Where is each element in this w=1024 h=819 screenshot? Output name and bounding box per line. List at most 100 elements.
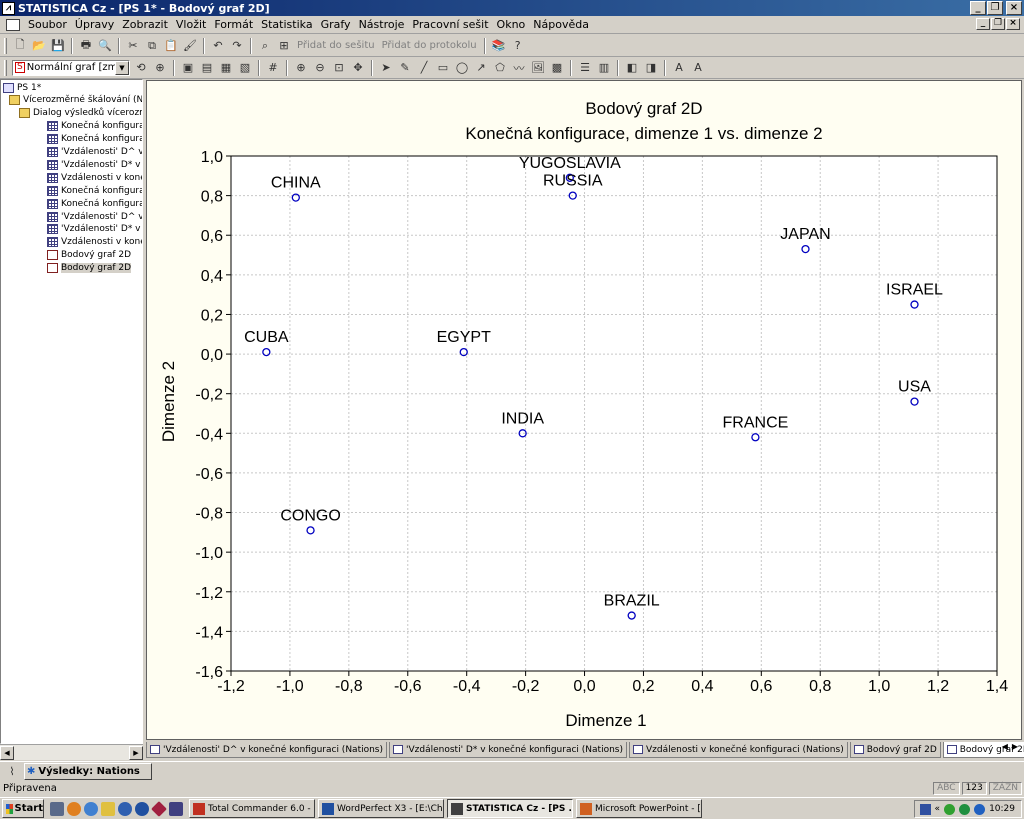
tab-4[interactable]: Bodový graf 2D: [942, 742, 1024, 758]
task-button[interactable]: Microsoft PowerPoint - [...: [576, 799, 702, 818]
add-to-workbook-button[interactable]: Přidat do sešitu: [297, 40, 375, 51]
menu-upravy[interactable]: Úpravy: [74, 18, 115, 31]
tab-1[interactable]: 'Vzdálenosti' D* v konečné konfiguraci (…: [389, 742, 627, 758]
format-painter-icon[interactable]: 🖌: [183, 39, 197, 52]
tree-item[interactable]: Vzdálenosti v konečné konfiguraci: [47, 236, 142, 249]
task-button[interactable]: WordPerfect X3 - [E:\Ch...: [318, 799, 444, 818]
graph-options-icon[interactable]: ▣: [182, 61, 194, 74]
books-icon[interactable]: 📚: [491, 39, 506, 52]
open-folder-icon[interactable]: 📂: [32, 39, 46, 52]
print-icon[interactable]: 🖶: [80, 38, 92, 51]
menu-soubor[interactable]: Soubor: [28, 18, 67, 31]
insert-picture-icon[interactable]: 🖼: [531, 61, 545, 74]
antivirus-icon[interactable]: [959, 803, 971, 815]
add-to-workbook-icon[interactable]: ⊞: [279, 39, 289, 52]
document-icon[interactable]: [6, 18, 20, 31]
help-pointer-icon[interactable]: ?: [514, 39, 521, 52]
tree-item[interactable]: Bodový graf 2D: [47, 249, 131, 262]
cut-icon[interactable]: ✂: [128, 39, 138, 52]
clock-icon[interactable]: [135, 801, 149, 816]
add-to-report-button[interactable]: Přidat do protokolu: [381, 40, 477, 51]
desktop-icon[interactable]: [50, 801, 64, 816]
close-button[interactable]: ×: [1006, 1, 1022, 15]
minimize-button[interactable]: _: [970, 1, 986, 15]
menu-statistika[interactable]: Statistika: [261, 18, 313, 31]
graph-layout-icon[interactable]: ▦: [220, 61, 232, 74]
zoom-in-icon[interactable]: ⊕: [296, 61, 306, 74]
media-icon[interactable]: [118, 801, 132, 816]
font-color-icon[interactable]: A: [694, 61, 702, 74]
draw-freehand-icon[interactable]: 〰: [513, 61, 525, 75]
tree-item[interactable]: Konečná konfigurace: [47, 197, 142, 210]
tree-item[interactable]: 'Vzdálenosti' D* v konečné konfiguraci: [47, 158, 142, 171]
menu-vlozit[interactable]: Vložit: [175, 18, 207, 31]
zoom-out-icon[interactable]: ⊖: [315, 61, 325, 74]
toolbar-grip[interactable]: [4, 37, 7, 54]
undo-icon[interactable]: ↶: [213, 39, 223, 52]
zoom-icon[interactable]: ⊕: [155, 61, 165, 74]
menu-zobrazit[interactable]: Zobrazit: [122, 18, 168, 31]
insert-object-icon[interactable]: ▩: [551, 61, 563, 74]
zoom-area-icon[interactable]: ⊡: [334, 61, 344, 74]
diamond-icon[interactable]: [151, 800, 167, 817]
menu-grafy[interactable]: Grafy: [320, 18, 351, 31]
grid-icon[interactable]: #: [268, 61, 278, 74]
firefox-icon[interactable]: [67, 801, 81, 816]
doc-minimize-button[interactable]: _: [976, 18, 990, 30]
draw-text-icon[interactable]: ✎: [400, 61, 410, 74]
tree-item[interactable]: 'Vzdálenosti' D^ v konečné konfiguraci: [47, 146, 142, 159]
language-icon[interactable]: [919, 803, 931, 815]
task-button[interactable]: Total Commander 6.0 - P...: [189, 799, 315, 818]
menu-pracovni-sesit[interactable]: Pracovní sešit: [412, 18, 489, 31]
tab-prev-icon[interactable]: ◀: [1001, 742, 1008, 751]
workbook-tree[interactable]: PS 1* Vícerozměrné škálování (Nations) Dia…: [0, 79, 143, 744]
restore-button[interactable]: ❐: [987, 1, 1003, 15]
folder-icon[interactable]: [101, 801, 115, 816]
save-icon[interactable]: 💾: [51, 39, 65, 52]
menu-format[interactable]: Formát: [214, 18, 254, 31]
tree-item[interactable]: Konečná konfigurace: [47, 133, 142, 146]
font-size-icon[interactable]: A: [675, 61, 683, 74]
tray-expand-icon[interactable]: «: [934, 804, 941, 814]
start-button[interactable]: Start: [2, 799, 44, 818]
scroll-left-icon[interactable]: ◀: [0, 746, 14, 760]
paste-icon[interactable]: 📋: [164, 39, 178, 52]
tree-item[interactable]: Vícerozměrné škálování (Nations): [9, 94, 142, 107]
tab-2[interactable]: Vzdálenosti v konečné konfiguraci (Natio…: [628, 742, 848, 758]
scroll-right-icon[interactable]: ▶: [129, 746, 143, 760]
pan-icon[interactable]: ✥: [353, 61, 363, 74]
ie-icon[interactable]: [84, 801, 98, 816]
tree-item[interactable]: Dialog výsledků vícerozměrného škálování: [19, 107, 142, 120]
graph-data-icon[interactable]: ▤: [201, 61, 213, 74]
graph-mode-select[interactable]: S Normální graf [změ... ▼: [12, 59, 130, 76]
network-icon[interactable]: [944, 803, 956, 815]
print-preview-icon[interactable]: 🔍: [98, 39, 112, 52]
tree-item[interactable]: Konečná konfigurace: [47, 120, 142, 133]
scatter-plot[interactable]: -1,2 -1,0 -0,8 -0,6 -0,4 -0,2 0,0 0,2 0,4 0,6 0,8 1…: [147, 81, 1023, 741]
fill-pattern-icon[interactable]: ▥: [598, 61, 610, 74]
tab-0[interactable]: 'Vzdálenosti' D^ v konečné konfiguraci (…: [146, 742, 388, 758]
chart-icon[interactable]: ⌇: [9, 764, 15, 778]
bring-front-icon[interactable]: ◧: [626, 61, 638, 74]
send-back-icon[interactable]: ◨: [645, 61, 657, 74]
pointer-icon[interactable]: ➤: [381, 61, 391, 74]
tree-item[interactable]: Bodový graf 2D: [47, 262, 132, 275]
draw-arrow-icon[interactable]: ↗: [476, 61, 486, 74]
redo-icon[interactable]: ↷: [232, 39, 242, 52]
toolbar-grip[interactable]: [4, 59, 7, 76]
copy-icon[interactable]: ⧉: [148, 38, 156, 52]
chevron-down-icon[interactable]: ▼: [115, 60, 129, 75]
tab-next-icon[interactable]: ▶: [1011, 742, 1018, 751]
tree-item[interactable]: 'Vzdálenosti' D* v konečné konfiguraci: [47, 223, 142, 236]
draw-polygon-icon[interactable]: ⬠: [495, 61, 505, 74]
brush-icon[interactable]: ⟲: [136, 61, 146, 74]
disk-icon[interactable]: [169, 801, 183, 816]
volume-icon[interactable]: [974, 803, 986, 815]
draw-ellipse-icon[interactable]: ◯: [455, 61, 469, 74]
tree-item[interactable]: Vzdálenosti v konečné konfiguraci: [47, 171, 142, 184]
doc-restore-button[interactable]: ❐: [991, 18, 1005, 30]
menu-okno[interactable]: Okno: [496, 18, 526, 31]
new-file-icon[interactable]: 🗋: [15, 38, 25, 51]
tree-item[interactable]: 'Vzdálenosti' D^ v konečné konfiguraci: [47, 210, 142, 223]
graph-window[interactable]: -1,2 -1,0 -0,8 -0,6 -0,4 -0,2 0,0 0,2 0,4 0,6 0,8 1…: [146, 80, 1022, 740]
